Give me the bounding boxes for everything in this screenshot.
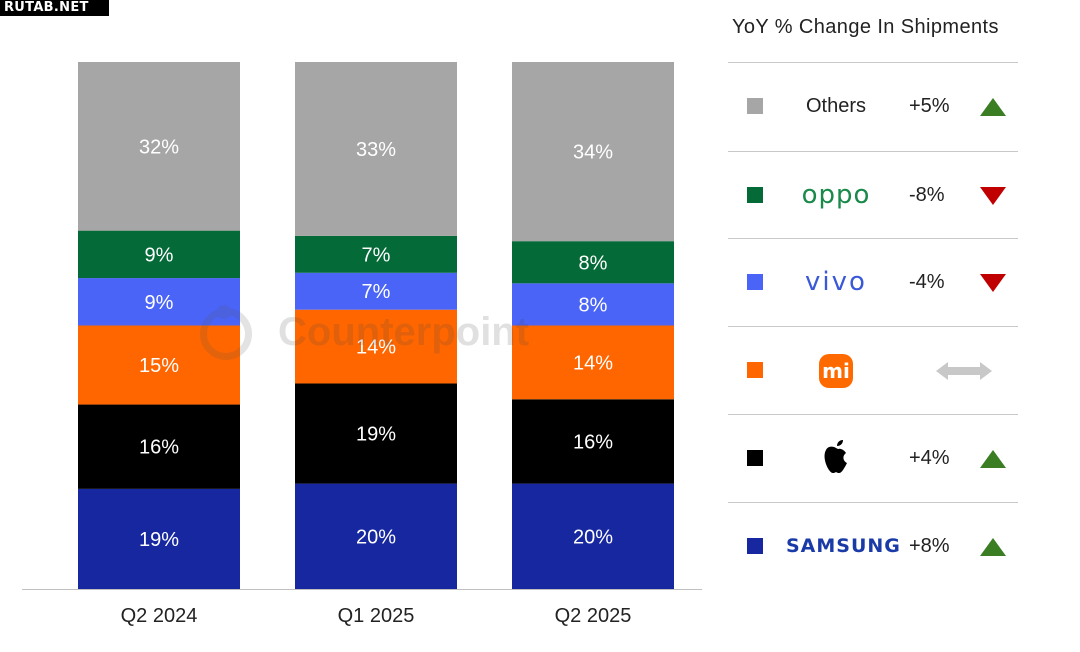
up-triangle-icon [978, 448, 1008, 470]
xiaomi-logo: mi [786, 352, 886, 388]
bar-segment-xiaomi-q1-2025 [295, 309, 457, 384]
down-triangle-icon [978, 272, 1008, 294]
bar-segment-xiaomi-q2-2025 [512, 325, 674, 400]
data-label: 20% [573, 526, 613, 548]
bar-segment-samsung-q1-2025 [295, 483, 457, 589]
yoy-change-value: -8% [909, 184, 945, 206]
data-label: 19% [356, 424, 396, 446]
x-tick-label: Q2 2025 [555, 605, 632, 627]
legend-row: SAMSUNG +8% [728, 502, 1018, 590]
legend-title: YoY % Change In Shipments [732, 16, 999, 38]
bar-segment-samsung-q2-2025 [512, 483, 674, 589]
up-triangle-icon [978, 96, 1008, 118]
legend-row: +4% [728, 414, 1018, 502]
brand-label: SAMSUNG [786, 535, 901, 557]
bar-segment-vivo-q2-2025 [512, 283, 674, 326]
bar-segment-others-q1-2025 [295, 62, 457, 236]
data-label: 8% [579, 294, 608, 316]
bar-segment-oppo-q2-2024 [78, 230, 240, 279]
x-tick-label: Q1 2025 [338, 605, 415, 627]
legend-row: Others +5% [728, 62, 1018, 150]
data-label: 19% [139, 529, 179, 551]
bar-segment-oppo-q2-2025 [512, 241, 674, 284]
legend-row: vivo -4% [728, 238, 1018, 326]
yoy-change-value: -4% [909, 271, 945, 293]
data-label: 9% [145, 292, 174, 314]
data-label: 20% [356, 526, 396, 548]
bar-segment-xiaomi-q2-2024 [78, 325, 240, 405]
data-label: 7% [362, 244, 391, 266]
bar-segment-apple-q1-2025 [295, 383, 457, 484]
data-label: 14% [573, 352, 613, 374]
up-triangle-icon [978, 536, 1008, 558]
brand-label: Others [805, 95, 867, 117]
bar-segment-apple-q2-2024 [78, 404, 240, 489]
flat-arrow-icon [934, 360, 994, 382]
bar-segment-apple-q2-2025 [512, 399, 674, 484]
bar-segment-samsung-q2-2024 [78, 488, 240, 589]
vivo-logo: vivo [786, 264, 886, 300]
bar-segment-others-q2-2024 [78, 62, 240, 231]
legend-swatch [747, 187, 763, 203]
data-label: 9% [145, 244, 174, 266]
legend-row: oppo -8% [728, 151, 1018, 239]
data-label: 33% [356, 139, 396, 161]
legend-swatch [747, 274, 763, 290]
samsung-logo: SAMSUNG [786, 528, 900, 564]
stacked-bar-chart: 19% 16% 15% 9% 9% 32% Q2 2024 20% 19% 14% 7% 7% 33% Q… [22, 62, 702, 627]
data-label: 14% [356, 337, 396, 359]
yoy-change-value: +5% [909, 95, 950, 117]
data-label: 16% [573, 431, 613, 453]
brand-label: vivo [805, 267, 867, 297]
data-label: 15% [139, 355, 179, 377]
legend-row: mi [728, 326, 1018, 414]
data-label: 34% [573, 142, 613, 164]
apple-logo [786, 440, 886, 476]
source-tag: RUTAB.NET [0, 0, 109, 16]
bar-segment-others-q2-2025 [512, 62, 674, 242]
others-label: Others [786, 88, 886, 124]
legend-swatch [747, 98, 763, 114]
legend-swatch [747, 538, 763, 554]
legend-swatch [747, 362, 763, 378]
data-label: 7% [362, 281, 391, 303]
brand-label: oppo [801, 180, 871, 210]
xiaomi-icon: mi [819, 354, 853, 388]
down-triangle-icon [978, 185, 1008, 207]
bar-segment-vivo-q1-2025 [295, 272, 457, 310]
apple-icon [824, 440, 847, 474]
yoy-change-value: +4% [909, 447, 950, 469]
data-label: 16% [139, 437, 179, 459]
data-label: 32% [139, 136, 179, 158]
bar-segment-oppo-q1-2025 [295, 235, 457, 273]
data-label: 8% [579, 252, 608, 274]
legend-swatch [747, 450, 763, 466]
yoy-change-value: +8% [909, 535, 950, 557]
oppo-logo: oppo [786, 177, 886, 213]
x-tick-label: Q2 2024 [121, 605, 198, 627]
bar-segment-vivo-q2-2024 [78, 278, 240, 326]
